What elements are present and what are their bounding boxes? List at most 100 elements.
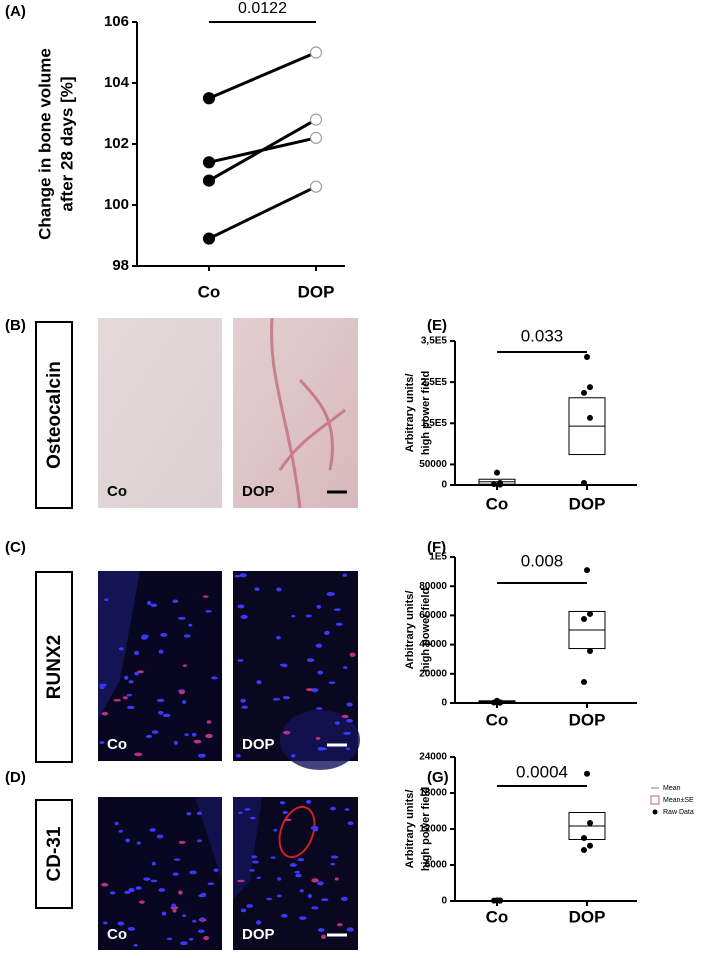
nucleus <box>330 855 339 859</box>
nucleus <box>133 943 138 947</box>
y-tick-label: 106 <box>104 13 129 30</box>
nucleus <box>189 870 197 875</box>
panel-label: (D) <box>5 769 26 786</box>
nucleus <box>196 839 203 843</box>
nucleus <box>182 914 187 917</box>
point <box>309 113 323 126</box>
stain-box <box>35 321 73 509</box>
nucleus <box>184 733 189 737</box>
nucleus <box>177 616 186 620</box>
raw-point <box>581 616 587 623</box>
nucleus <box>238 811 243 815</box>
nucleus <box>321 934 326 939</box>
group-label: Co <box>107 736 127 753</box>
point <box>202 232 216 245</box>
nucleus <box>315 707 323 710</box>
group-label: Co <box>107 926 127 943</box>
nucleus <box>256 876 261 880</box>
raw-point <box>491 481 497 488</box>
y-tick-label: 0 <box>441 480 447 491</box>
panel-d: (D) CD-31 Co DOP <box>5 769 358 950</box>
nucleus <box>99 683 107 687</box>
nucleus <box>139 900 145 904</box>
nucleus <box>337 923 343 927</box>
nucleus <box>346 702 353 707</box>
nucleus <box>173 740 178 745</box>
nucleus <box>122 696 128 700</box>
raw-point <box>587 414 593 421</box>
nucleus <box>240 908 247 913</box>
nucleus <box>186 812 192 816</box>
vessel <box>278 805 316 859</box>
nucleus <box>158 649 164 654</box>
nucleus <box>340 896 348 902</box>
nucleus <box>343 666 348 669</box>
nucleus <box>124 675 129 680</box>
raw-point <box>587 842 593 849</box>
raw-point <box>491 699 497 706</box>
nucleus <box>158 710 164 715</box>
nucleus <box>171 903 177 908</box>
nucleus <box>327 592 335 596</box>
raw-point <box>581 847 587 853</box>
nucleus <box>251 855 258 859</box>
tissue <box>233 797 262 900</box>
nucleus <box>172 599 179 604</box>
nucleus <box>237 659 244 662</box>
nucleus <box>126 693 133 697</box>
nucleus <box>128 887 135 893</box>
y-tick-label: 50000 <box>419 459 447 470</box>
nucleus <box>345 747 351 751</box>
y-tick-label: 60000 <box>419 610 447 621</box>
nucleus <box>284 818 292 822</box>
nucleus <box>172 908 177 913</box>
nucleus <box>273 828 278 832</box>
nucleus <box>250 816 256 820</box>
raw-point <box>584 354 590 361</box>
nucleus <box>314 828 319 832</box>
nucleus <box>207 882 215 886</box>
nucleus <box>347 821 354 826</box>
nucleus <box>291 615 296 618</box>
nucleus <box>311 878 319 883</box>
nucleus <box>316 605 322 609</box>
y-tick-label: 6000 <box>425 860 448 871</box>
raw-point <box>587 648 593 655</box>
y-tick-label: 100 <box>104 196 129 213</box>
nucleus <box>283 730 291 735</box>
nucleus <box>317 747 324 751</box>
nucleus <box>188 623 193 627</box>
nucleus <box>183 634 191 638</box>
pair-line <box>208 118 317 182</box>
nucleus <box>334 721 340 725</box>
nucleus <box>346 927 354 932</box>
y-axis-label: high power field <box>420 787 432 871</box>
nucleus <box>101 882 109 887</box>
raw-point <box>494 469 500 476</box>
y-axis-label: Arbitrary units/ <box>404 790 416 869</box>
legend-label: Raw Data <box>663 809 694 816</box>
nucleus <box>166 937 173 941</box>
nucleus <box>197 929 205 934</box>
nucleus <box>188 937 194 941</box>
raw-point <box>581 835 587 841</box>
nucleus <box>141 635 148 640</box>
nucleus <box>150 603 158 607</box>
panel-label: (A) <box>5 3 26 20</box>
nucleus <box>254 587 260 592</box>
nucleus <box>127 705 135 710</box>
nucleus <box>276 587 282 592</box>
y-tick-label: 2,5E5 <box>421 377 448 388</box>
y-tick-label: 0 <box>441 896 447 907</box>
nucleus <box>145 734 153 738</box>
raw-point <box>584 567 590 574</box>
nucleus <box>295 873 302 878</box>
nucleus <box>277 877 282 881</box>
x-tick-label: Co <box>486 907 509 926</box>
nucleus <box>178 690 186 695</box>
group-label: Co <box>107 483 127 500</box>
tissue <box>195 797 222 880</box>
nucleus <box>343 731 351 735</box>
nucleus <box>191 732 197 737</box>
